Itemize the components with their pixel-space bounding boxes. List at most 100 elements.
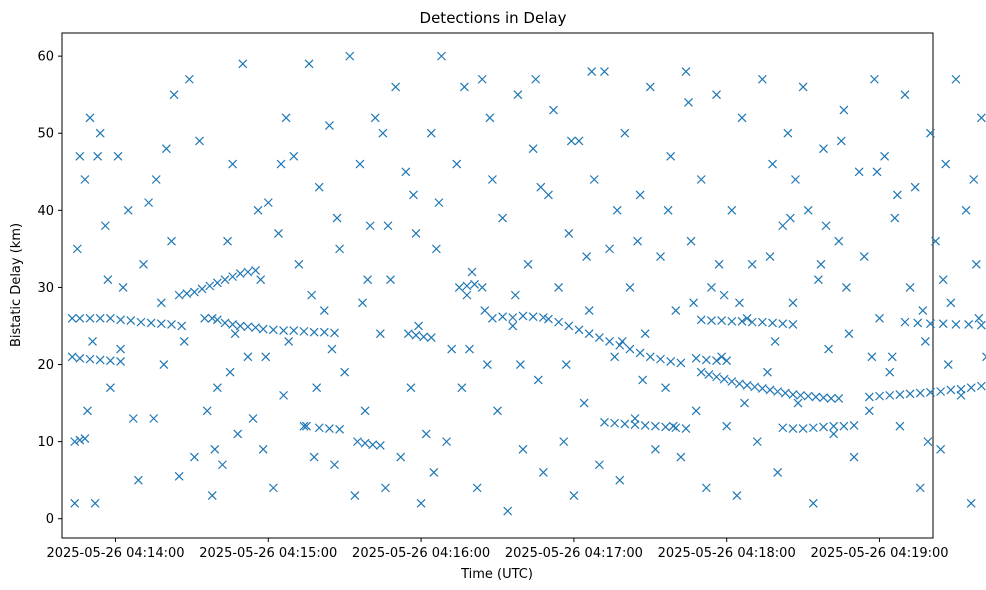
data-point-tracks (727, 377, 737, 386)
y-tick-label: 20 (37, 358, 54, 373)
data-point-noise (579, 398, 589, 408)
data-point-noise (707, 283, 716, 292)
data-point-tracks (712, 372, 721, 382)
data-point-tracks (212, 315, 222, 325)
data-point-noise (274, 229, 283, 238)
data-point-tracks (615, 340, 625, 350)
data-point-noise (207, 491, 217, 501)
data-point-tracks (839, 421, 849, 431)
data-point-noise (620, 128, 630, 138)
data-point-noise (289, 151, 299, 161)
data-point-noise (513, 90, 523, 100)
data-point-noise (849, 452, 859, 462)
data-point-noise (332, 213, 342, 223)
data-point-tracks (375, 441, 385, 450)
data-point-noise (253, 205, 263, 215)
data-point-tracks (905, 389, 915, 399)
data-point-noise (722, 421, 732, 431)
data-point-noise (821, 221, 831, 231)
data-point-noise (783, 128, 793, 138)
data-point-tracks (681, 424, 691, 433)
data-point-noise (276, 159, 286, 169)
data-point-noise (635, 190, 645, 200)
data-point-tracks (75, 435, 85, 445)
data-point-tracks (913, 318, 923, 328)
data-point-tracks (279, 326, 288, 336)
data-point-noise (248, 414, 258, 423)
data-point-tracks (205, 281, 215, 291)
data-point-noise (340, 367, 350, 377)
data-point-tracks (95, 313, 105, 323)
data-point-noise (243, 352, 253, 362)
data-point-tracks (220, 275, 230, 285)
data-point-noise (355, 159, 365, 169)
data-point-noise (880, 151, 890, 161)
data-point-noise (788, 298, 798, 308)
data-point-tracks (722, 356, 732, 366)
data-point-tracks (335, 424, 345, 434)
data-point-noise (139, 259, 148, 269)
data-point-noise (890, 213, 900, 223)
data-point-noise (312, 383, 322, 393)
data-point-tracks (640, 421, 650, 430)
data-point-tracks (747, 317, 757, 327)
data-point-tracks (574, 325, 584, 335)
data-point-tracks (671, 423, 681, 433)
data-point-noise (304, 59, 314, 69)
data-point-noise (75, 151, 85, 161)
data-point-tracks (228, 320, 238, 329)
data-point-noise (668, 421, 678, 431)
data-point-tracks (75, 353, 85, 363)
data-point-tracks (594, 333, 604, 342)
data-point-tracks (126, 316, 136, 326)
data-point-noise (263, 198, 273, 208)
data-point-noise (70, 498, 80, 508)
data-point-tracks (146, 318, 156, 328)
data-point-noise (195, 136, 204, 146)
data-point-noise (477, 74, 487, 84)
data-point-tracks (656, 354, 665, 364)
data-point-noise (661, 383, 671, 393)
data-point-tracks (900, 317, 910, 327)
data-point-tracks (314, 423, 324, 433)
data-point-noise (335, 244, 345, 254)
data-point-noise (452, 159, 462, 169)
data-point-noise (307, 290, 317, 300)
data-point-noise (732, 491, 742, 501)
data-point-noise (808, 498, 818, 508)
data-point-noise (482, 360, 492, 369)
data-point-tracks (95, 355, 105, 365)
data-point-tracks (701, 355, 711, 365)
data-point-noise (406, 383, 416, 393)
data-point-noise (431, 244, 441, 254)
data-point-noise (531, 74, 541, 84)
data-point-noise (465, 344, 474, 354)
data-point-tracks (182, 289, 192, 299)
data-point-noise (202, 406, 212, 416)
data-point-noise (536, 182, 546, 192)
data-point-noise (791, 175, 800, 184)
data-point-tracks (67, 352, 77, 362)
data-point-tracks (197, 284, 207, 294)
data-point-noise (457, 383, 467, 393)
plot-area (61, 32, 986, 539)
data-point-noise (472, 483, 482, 493)
data-point-noise (294, 259, 304, 269)
data-point-noise (156, 298, 166, 308)
data-point-noise (467, 267, 477, 277)
data-point-tracks (167, 320, 176, 329)
data-point-noise (645, 82, 655, 92)
data-point-tracks (403, 329, 413, 339)
data-point-noise (714, 259, 724, 269)
data-point-tracks (309, 327, 319, 337)
data-point-noise (225, 367, 235, 377)
data-point-tracks (105, 313, 115, 323)
data-point-tracks (768, 318, 777, 328)
data-point-tracks (116, 315, 126, 325)
data-point-noise (414, 321, 423, 331)
data-point-tracks (750, 382, 760, 392)
data-point-tracks (826, 394, 836, 403)
data-point-noise (844, 329, 854, 339)
data-point-tracks (773, 387, 783, 396)
data-point-noise (508, 321, 518, 331)
